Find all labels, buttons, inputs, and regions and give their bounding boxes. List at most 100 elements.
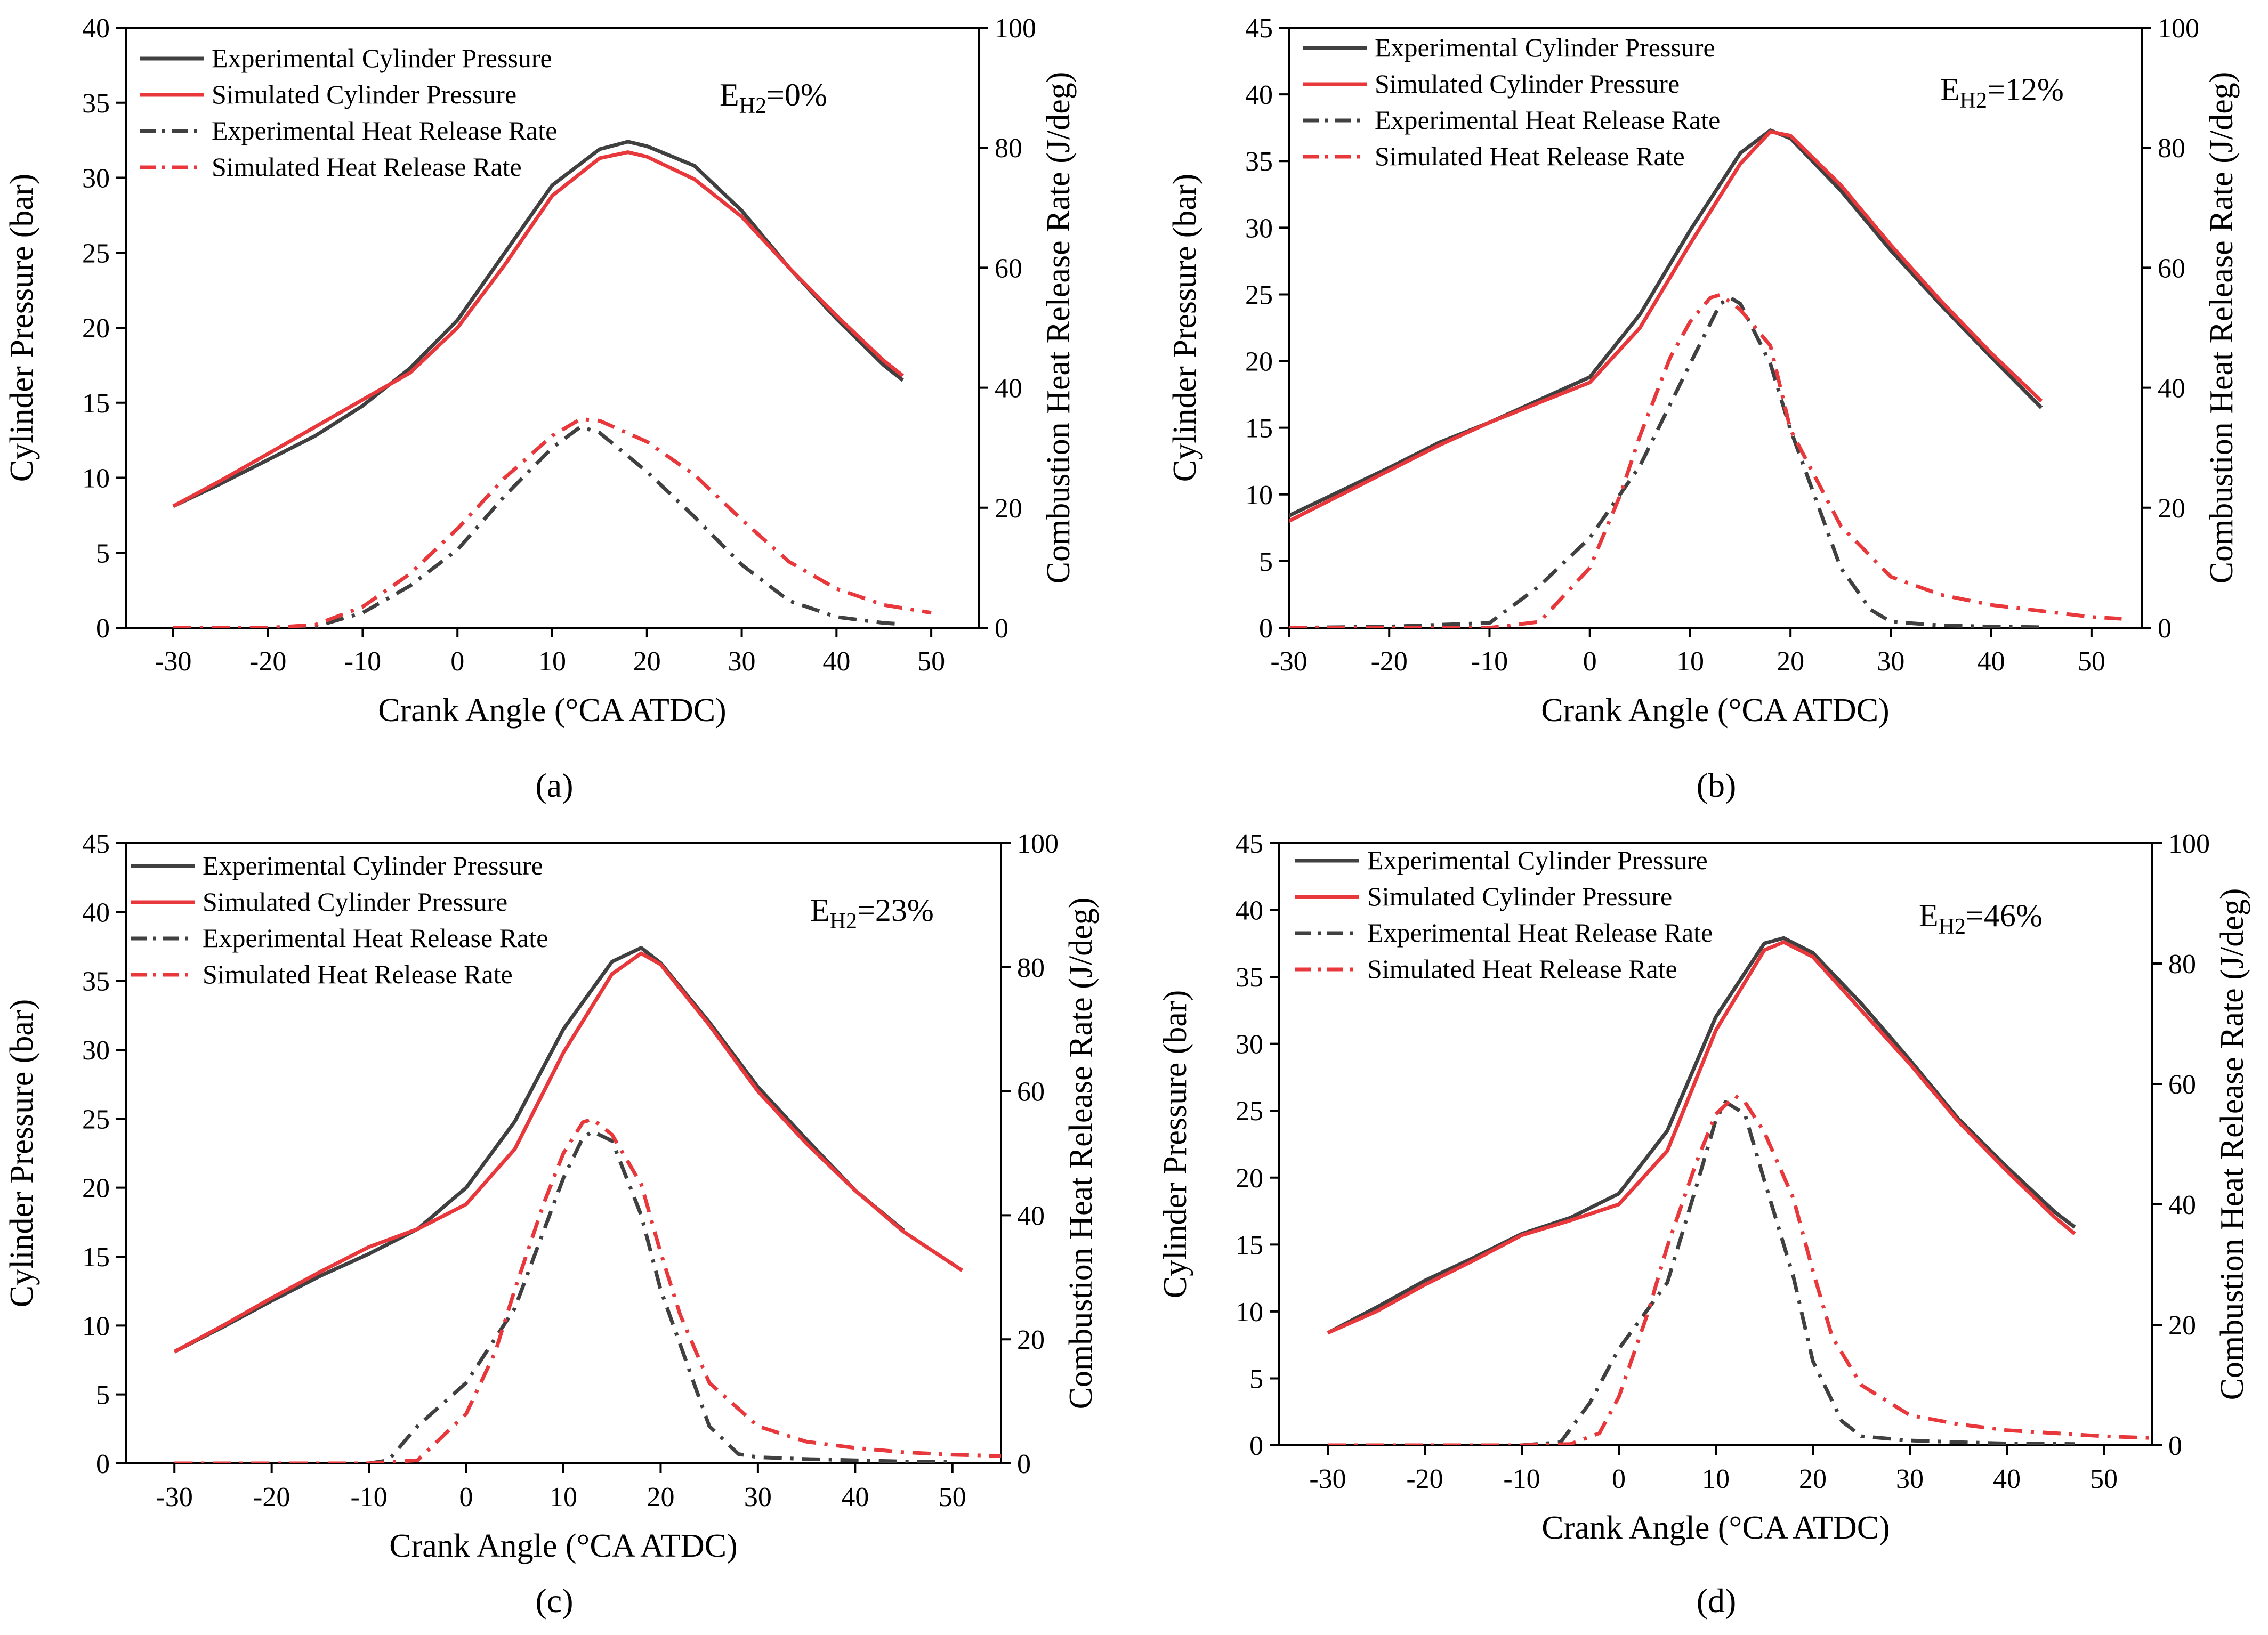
panel-b-y-tick-label: 20 xyxy=(1245,347,1273,377)
panel-b-y-tick-label: 5 xyxy=(1259,547,1273,577)
panel-d-y-tick-label: 45 xyxy=(1236,829,1263,859)
panel-b-x-tick-label: 40 xyxy=(1978,646,2005,677)
panel-d-y-tick-label: 35 xyxy=(1236,962,1263,993)
panel-d-legend-label: Experimental Cylinder Pressure xyxy=(1367,845,1708,875)
panel-a-y-tick-label: 30 xyxy=(82,164,110,194)
panel-c-y-tick-label: 45 xyxy=(82,829,110,859)
panel-b-legend-label: Experimental Cylinder Pressure xyxy=(1375,33,1715,62)
panel-b-legend: Experimental Cylinder Pressure Simulated … xyxy=(1303,33,1720,171)
panel-c-series-group xyxy=(173,946,1001,1463)
panel-d-legend-label: Simulated Cylinder Pressure xyxy=(1367,881,1672,911)
panel-c-x-tick-label: -10 xyxy=(350,1482,387,1512)
panel-b-x-tick-label: 20 xyxy=(1777,646,1804,677)
panel-c-y2-axis-title: Combustion Heat Release Rate (J/deg) xyxy=(1063,897,1099,1410)
panel-c-label: (c) xyxy=(535,1582,573,1620)
panel-d-y2-axis-title: Combustion Heat Release Rate (J/deg) xyxy=(2214,888,2250,1401)
panel-c-y-tick-label: 20 xyxy=(82,1173,110,1204)
panel-d: EH2=46% (d) -30 -20 -10 0 10 20 30 40 50 0 5 10 15 20… xyxy=(1157,829,2250,1620)
panel-d-series-line-3 xyxy=(1328,1094,2152,1445)
panel-b-series-line-2 xyxy=(1289,296,2041,628)
panel-b-plot-frame xyxy=(1288,27,2143,629)
panel-d-y-tick-label: 25 xyxy=(1236,1096,1263,1127)
panel-b-series-line-1 xyxy=(1289,129,2043,523)
panel-c-annotation: EH2=23% xyxy=(810,893,934,934)
panel-a-y-tick-label: 0 xyxy=(96,613,110,644)
panel-c-series-line-1 xyxy=(173,951,963,1354)
panel-a-x-tick-label: 40 xyxy=(822,646,850,677)
panel-c-y-tick-label: 0 xyxy=(96,1449,110,1479)
panel-b-y-tick-label: 25 xyxy=(1245,280,1273,310)
panel-a-y2-tick-label: 100 xyxy=(995,13,1036,44)
panel-a-x-tick-label: 0 xyxy=(450,646,464,677)
panel-b-annotation: EH2=12% xyxy=(1940,72,2064,113)
panel-d-x-tick-label: -30 xyxy=(1309,1464,1346,1494)
panel-b: EH2=12% (b) -30 -20 -10 0 10 20 30 40 50 0 5 10 15 20… xyxy=(1167,13,2240,804)
panel-d-y-tick-label: 0 xyxy=(1249,1431,1263,1461)
panel-d-y2-tick-label: 0 xyxy=(2168,1431,2182,1461)
panel-c-y-tick-label: 40 xyxy=(82,897,110,928)
panel-d-x-tick-label: 0 xyxy=(1612,1464,1626,1494)
panel-b-y2-axis-title: Combustion Heat Release Rate (J/deg) xyxy=(2204,72,2240,584)
panel-d-x-tick-label: -10 xyxy=(1503,1464,1540,1494)
panel-a-y-tick-label: 20 xyxy=(82,313,110,344)
panel-a-x-tick-label: 50 xyxy=(917,646,945,677)
panel-d-legend-label: Experimental Heat Release Rate xyxy=(1367,918,1713,948)
panel-a-y-tick-label: 5 xyxy=(96,538,110,569)
panel-b-x-tick-label: -10 xyxy=(1471,646,1508,677)
panel-a-y2-axis-title: Combustion Heat Release Rate (J/deg) xyxy=(1040,72,1077,584)
panel-d-y-tick-label: 40 xyxy=(1236,896,1263,926)
panel-b-y-axis-title: Cylinder Pressure (bar) xyxy=(1167,174,1203,482)
panel-c-series-line-3 xyxy=(174,1117,1001,1463)
panel-c-y-tick-label: 5 xyxy=(96,1380,110,1411)
panel-b-y-tick-label: 40 xyxy=(1245,80,1273,110)
panel-c-x-tick-label: 40 xyxy=(841,1482,869,1512)
panel-c-series-line-0 xyxy=(173,946,905,1354)
panel-b-x-tick-label: -20 xyxy=(1371,646,1408,677)
panel-b-series-line-0 xyxy=(1289,128,2043,517)
panel-b-legend-label: Experimental Heat Release Rate xyxy=(1375,105,1720,135)
panel-c-legend-label: Experimental Cylinder Pressure xyxy=(203,851,543,880)
panel-c: EH2=23% (c) -30 -20 -10 0 10 20 30 40 50 0 5 10 15 20… xyxy=(4,829,1099,1620)
panel-d-x-tick-label: 50 xyxy=(2090,1464,2118,1494)
panel-c-y2-tick-label: 60 xyxy=(1017,1077,1045,1107)
panel-d-y2-tick-label: 60 xyxy=(2168,1070,2196,1100)
panel-c-y2-tick-label: 40 xyxy=(1017,1201,1045,1231)
panel-b-legend-label: Simulated Cylinder Pressure xyxy=(1375,69,1680,99)
panel-a-legend-label: Experimental Cylinder Pressure xyxy=(212,43,552,73)
panel-a-x-tick-label: 20 xyxy=(633,646,661,677)
panel-b-y-tick-label: 10 xyxy=(1245,480,1273,511)
panel-d-y-tick-label: 20 xyxy=(1236,1163,1263,1194)
panel-c-x-tick-label: -20 xyxy=(253,1482,290,1512)
panel-c-y2-tick-label: 80 xyxy=(1017,953,1045,983)
panel-b-x-tick-label: 10 xyxy=(1676,646,1704,677)
panel-c-x-tick-label: 50 xyxy=(939,1482,966,1512)
panel-a-x-tick-label: -10 xyxy=(344,646,381,677)
panel-a-label: (a) xyxy=(535,766,573,804)
panel-c-x-tick-label: 0 xyxy=(459,1482,473,1512)
panel-c-y2-tick-label: 0 xyxy=(1017,1449,1031,1479)
panel-a-legend-label: Simulated Heat Release Rate xyxy=(212,152,522,182)
panel-a-legend-label: Experimental Heat Release Rate xyxy=(212,116,557,145)
panel-b-y2-tick-label: 0 xyxy=(2158,613,2172,644)
panel-b-y-tick-label: 30 xyxy=(1245,213,1273,244)
panel-d-x-axis-title: Crank Angle (°CA ATDC) xyxy=(1541,1510,1890,1546)
panel-b-x-axis-title: Crank Angle (°CA ATDC) xyxy=(1541,692,1889,729)
panel-d-y-tick-label: 15 xyxy=(1236,1230,1263,1260)
panel-a-y-tick-label: 40 xyxy=(82,13,110,44)
panel-a-y2-tick-label: 60 xyxy=(995,253,1022,284)
panel-a-x-axis-title: Crank Angle (°CA ATDC) xyxy=(378,692,726,729)
panel-d-series-group xyxy=(1327,936,2152,1445)
panel-d-y2-tick-label: 80 xyxy=(2168,949,2196,980)
panel-a-y-tick-label: 25 xyxy=(82,238,110,269)
panel-d-y-axis-title: Cylinder Pressure (bar) xyxy=(1157,990,1193,1299)
panel-a-series-line-3 xyxy=(173,417,932,628)
panel-b-y-tick-label: 45 xyxy=(1245,13,1273,44)
panel-d-y-tick-label: 30 xyxy=(1236,1030,1263,1060)
panel-a-y2-tick-label: 80 xyxy=(995,133,1022,164)
panel-d-y-tick-label: 5 xyxy=(1249,1364,1263,1394)
panel-a-x-tick-label: -20 xyxy=(249,646,286,677)
panel-d-y-tick-label: 10 xyxy=(1236,1297,1263,1328)
panel-a-x-tick-label: 30 xyxy=(728,646,756,677)
